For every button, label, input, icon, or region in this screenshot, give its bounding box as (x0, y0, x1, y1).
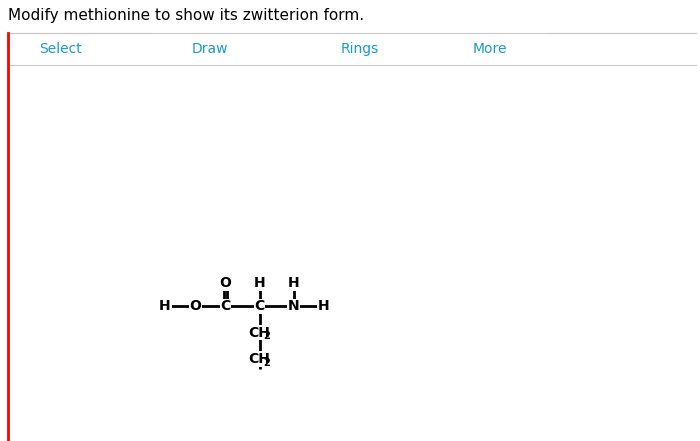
Text: 2: 2 (263, 331, 270, 341)
Text: 2: 2 (263, 358, 270, 367)
Text: C: C (255, 299, 265, 313)
Text: CH: CH (248, 352, 270, 366)
Text: H: H (159, 299, 171, 313)
Text: O: O (189, 299, 201, 313)
Text: O: O (220, 276, 232, 290)
Text: H: H (318, 299, 330, 313)
Text: Select: Select (38, 42, 81, 56)
Text: Rings: Rings (341, 42, 379, 56)
Text: H: H (254, 276, 265, 290)
Text: C: C (220, 299, 230, 313)
Text: CH: CH (248, 325, 270, 340)
Text: N: N (288, 299, 300, 313)
Text: Draw: Draw (192, 42, 228, 56)
Text: H: H (288, 276, 300, 290)
Text: More: More (473, 42, 508, 56)
Text: Modify methionine to show its zwitterion form.: Modify methionine to show its zwitterion… (8, 8, 364, 23)
